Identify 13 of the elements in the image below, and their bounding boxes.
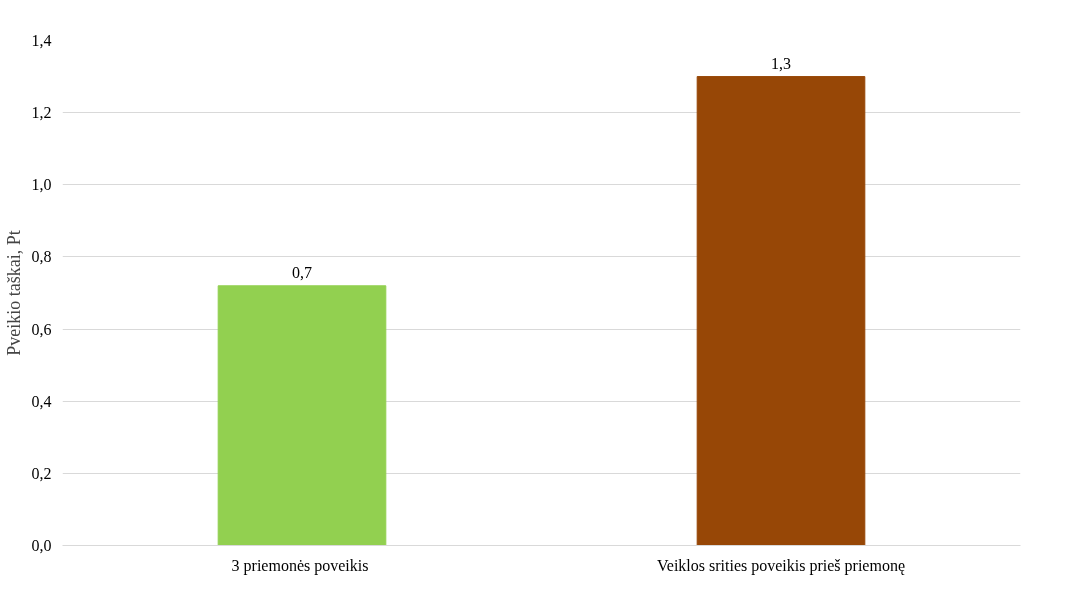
x-tick-label: Veiklos srities poveikis prieš priemonę [657,556,905,575]
y-tick-label: 0,6 [31,320,52,338]
y-tick-label: 1,0 [31,176,52,194]
y-tick-label: 0,8 [31,248,52,266]
y-tick-label: 1,4 [31,32,52,49]
data-label: 0,7 [292,263,312,281]
y-tick-label: 0,0 [31,537,52,554]
x-tick-label: 3 priemonės poveikis [231,556,369,575]
y-axis-title: Pveikio taškai, Pt [3,230,24,356]
data-label: 1,3 [771,54,791,72]
y-tick-label: 0,4 [31,392,52,410]
y-tick-label: 0,2 [31,464,52,482]
y-tick-label: 1,2 [31,104,52,122]
